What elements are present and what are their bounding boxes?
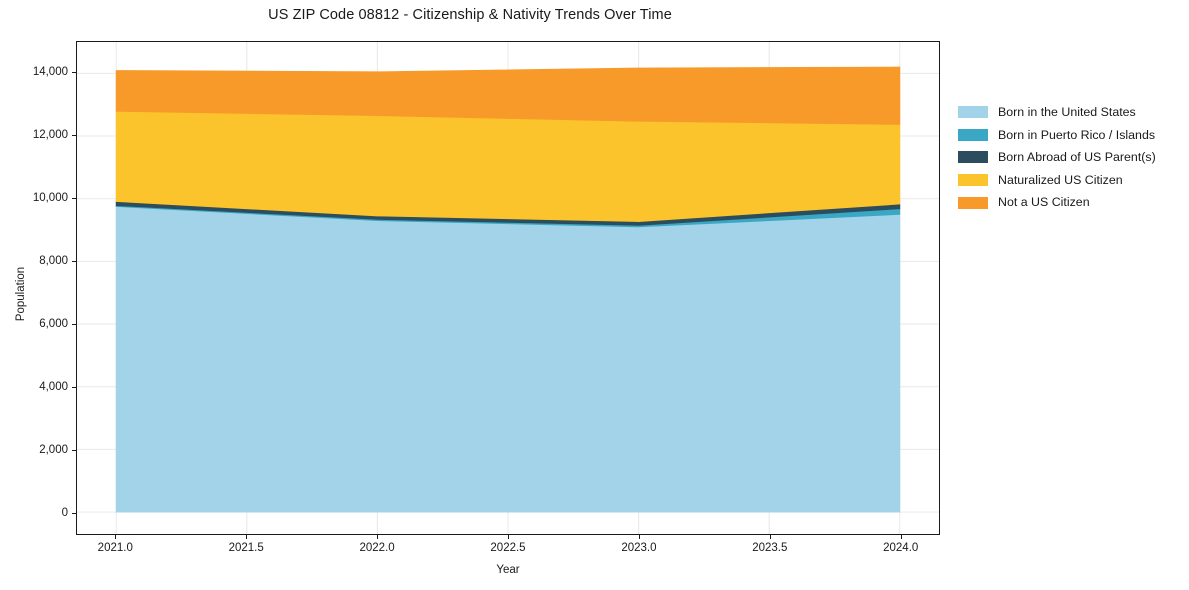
y-axis-tick-mark (72, 72, 76, 74)
x-axis-tick-label: 2023.0 (621, 542, 657, 554)
chart-legend: Born in the United States Born in Puerto … (958, 101, 1186, 214)
x-axis-tick-label: 2024.0 (883, 542, 919, 554)
y-axis-tick-label: 12,000 (32, 129, 68, 142)
x-axis-tick-mark (115, 535, 117, 539)
legend-item-label: Born in the United States (998, 105, 1136, 120)
y-axis-tick-mark (72, 324, 76, 326)
legend-item[interactable]: Not a US Citizen (958, 191, 1186, 214)
y-axis-tick-mark (72, 512, 76, 514)
stacked-area-plot (77, 42, 939, 534)
legend-color-swatch (958, 151, 988, 164)
legend-item-label: Born Abroad of US Parent(s) (998, 150, 1156, 165)
legend-color-swatch (958, 106, 988, 119)
x-axis-tick-label: 2021.0 (97, 542, 133, 554)
y-axis-tick-mark (72, 387, 76, 389)
plot-area (76, 41, 940, 535)
legend-item-label: Born in Puerto Rico / Islands (998, 127, 1156, 142)
x-axis-label: Year (496, 564, 520, 576)
x-axis-tick-mark (769, 535, 771, 539)
y-axis-tick-mark (72, 198, 76, 200)
legend-color-swatch (958, 174, 988, 187)
y-axis-tick-mark (72, 135, 76, 137)
legend-item[interactable]: Born in Puerto Rico / Islands (958, 124, 1186, 147)
x-axis-tick-mark (638, 535, 640, 539)
y-axis-tick-label: 14,000 (32, 66, 68, 79)
x-axis-tick-mark (246, 535, 248, 539)
y-axis-tick-label: 4,000 (39, 381, 68, 394)
y-axis-tick-label: 10,000 (32, 192, 68, 205)
area-series (115, 66, 901, 125)
x-axis-tick-label: 2022.5 (490, 542, 526, 554)
y-axis-tick-label: 6,000 (39, 318, 68, 331)
y-axis-tick-label: 8,000 (39, 255, 68, 268)
legend-item[interactable]: Born in the United States (958, 101, 1186, 124)
x-axis-tick-mark (508, 535, 509, 539)
y-axis-tick-mark (72, 261, 76, 263)
legend-color-swatch (958, 196, 988, 209)
legend-item[interactable]: Naturalized US Citizen (958, 169, 1186, 192)
area-series-group (115, 66, 901, 513)
legend-item-label: Not a US Citizen (998, 195, 1090, 210)
legend-item-label: Naturalized US Citizen (998, 172, 1123, 187)
y-axis-tick-label: 2,000 (39, 444, 68, 457)
area-series (115, 206, 901, 513)
legend-color-swatch (958, 128, 988, 141)
y-axis-label: Population (15, 266, 27, 322)
y-axis-tick-label: 0 (61, 506, 68, 519)
legend-item[interactable]: Born Abroad of US Parent(s) (958, 146, 1186, 169)
x-axis-tick-label: 2023.5 (752, 542, 788, 554)
y-axis-tick-mark (72, 450, 76, 452)
chart-title: US ZIP Code 08812 - Citizenship & Nativi… (268, 7, 672, 23)
x-axis-tick-label: 2022.0 (359, 542, 395, 554)
area-series (115, 110, 901, 222)
x-axis-tick-mark (900, 535, 902, 539)
x-axis-tick-mark (377, 535, 379, 539)
x-axis-tick-label: 2021.5 (228, 542, 264, 554)
